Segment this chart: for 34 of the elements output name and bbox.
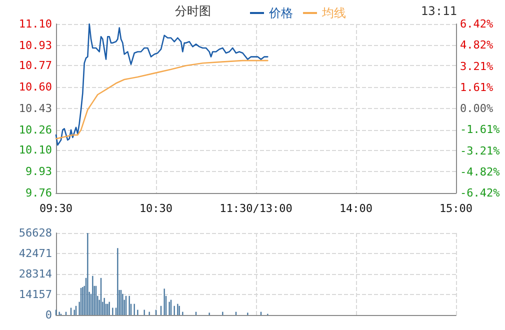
y-tick-label: 10.43: [18, 102, 52, 115]
text: 13:11: [420, 4, 457, 18]
y2-tick-label: -1.61%: [460, 123, 500, 136]
chart-title: 分时图: [175, 4, 211, 18]
line-series: [55, 23, 268, 146]
y2-tick-label: 1.61%: [460, 80, 494, 94]
y-tick-label: 56628: [18, 226, 52, 240]
line-series: [55, 60, 268, 140]
y-tick-label: 0: [45, 308, 52, 322]
x-tick-label: 09:30: [39, 202, 73, 215]
y-tick-label: 14157: [18, 288, 52, 301]
y-tick-label: 28314: [18, 268, 52, 280]
y2-tick-label: 6.42%: [460, 18, 494, 30]
y2-tick-label: 0.00%: [460, 102, 494, 115]
legend-label: 均线: [321, 6, 346, 20]
y-tick-label: 10.77: [18, 59, 52, 72]
y2-tick-label: -6.42%: [460, 186, 500, 200]
y-tick-label: 10.10: [18, 144, 52, 157]
y2-tick-label: 3.21%: [460, 60, 494, 73]
x-tick-label: 10:30: [139, 202, 173, 215]
y-tick-label: 10.26: [18, 123, 52, 136]
y2-tick-label: 4.82%: [460, 38, 494, 52]
legend-label: 价格: [268, 6, 293, 20]
y-tick-label: 10.60: [18, 80, 52, 94]
y2-tick-label: -4.82%: [460, 165, 500, 178]
y-tick-label: 10.93: [18, 38, 52, 52]
x-tick-label: 14:00: [339, 202, 373, 215]
x-tick-label: 15:00: [439, 202, 473, 215]
x-tick-label: 11:30/13:00: [220, 202, 292, 215]
y-tick-label: 9.93: [26, 165, 52, 178]
y-tick-label: 9.76: [26, 186, 52, 200]
y2-tick-label: -3.21%: [460, 144, 500, 158]
y-tick-label: 11.10: [18, 18, 52, 30]
y-tick-label: 42471: [18, 247, 52, 260]
